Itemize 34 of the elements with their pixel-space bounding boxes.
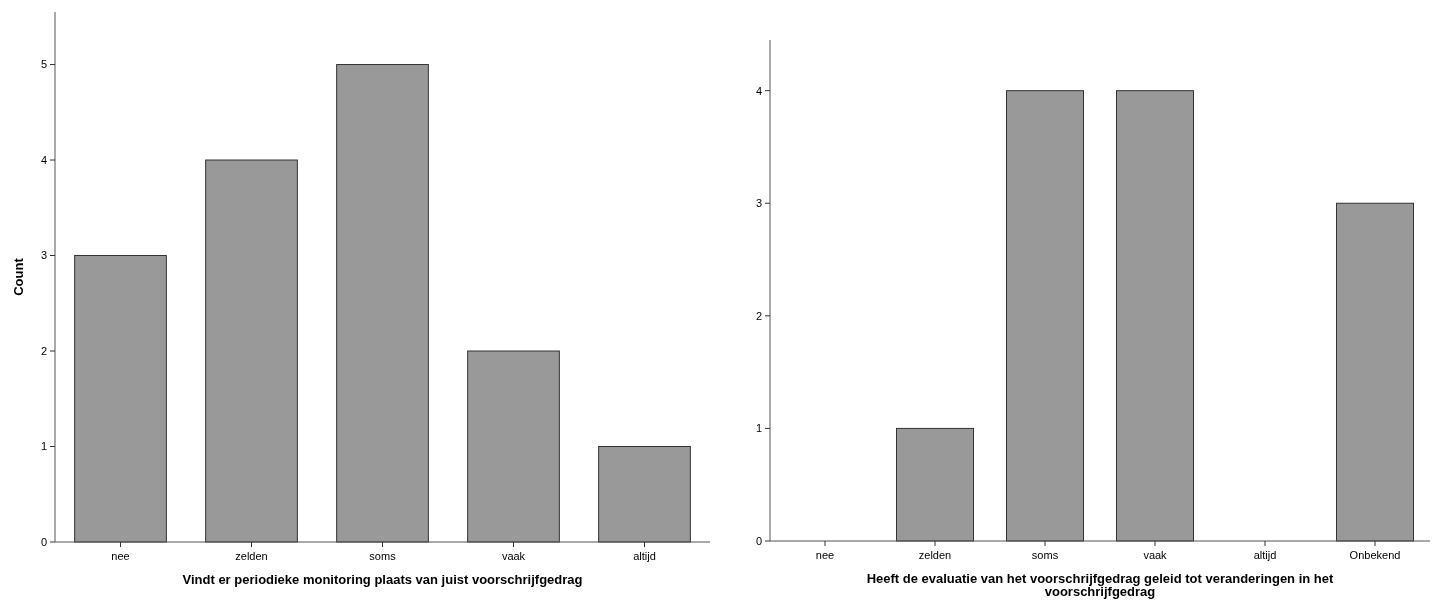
x-tick-label: nee [111,550,130,562]
y-tick-label: 1 [755,422,762,435]
y-tick-label: 1 [40,440,47,453]
y-axis-title: Count [11,257,26,296]
bar [896,427,974,542]
y-tick-label: 4 [40,153,47,166]
y-tick-label: 5 [40,58,47,71]
bar [598,446,691,543]
x-tick-label: vaak [501,550,526,562]
y-tick-label: 3 [755,197,762,210]
bar [1336,202,1414,542]
bar [205,159,298,543]
bar [467,350,560,543]
x-axis-title: Vindt er periodieke monitoring plaats van juist voorschrijfgedrag [182,572,583,587]
x-tick-label: nee [815,549,835,561]
x-tick-label: soms [1031,549,1059,561]
x-tick-label: zelden [918,549,952,561]
y-tick-label: 0 [40,535,47,548]
x-tick-label: altijd [633,550,656,562]
y-tick-label: 0 [755,534,762,547]
x-tick-label: Onbekend [1349,549,1401,561]
bar [336,64,429,543]
y-tick-label: 3 [40,249,47,262]
bar [1006,90,1084,542]
x-tick-label: zelden [235,550,268,562]
x-axis-title: Heeft de evaluatie van het voorschrijfgedrag geleid tot veranderingen in het voorschrijfgedrag [866,571,1334,599]
bar [74,255,167,543]
x-tick-label: altijd [1253,549,1277,561]
y-tick-label: 2 [755,309,762,322]
bar [1116,90,1194,542]
x-tick-label: vaak [1143,549,1168,561]
x-tick-label: soms [369,550,397,562]
y-tick-label: 4 [755,84,762,97]
y-tick-label: 2 [40,344,47,357]
